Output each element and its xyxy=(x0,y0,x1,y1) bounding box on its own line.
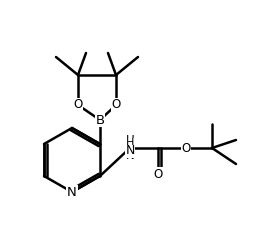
Text: O: O xyxy=(73,98,83,112)
Text: N: N xyxy=(67,185,77,199)
Text: O: O xyxy=(153,167,163,180)
Text: B: B xyxy=(95,114,105,126)
Text: O: O xyxy=(181,142,191,155)
Text: H
N: H N xyxy=(126,134,134,162)
Text: N: N xyxy=(125,144,135,158)
Text: H: H xyxy=(126,138,134,148)
Text: O: O xyxy=(111,98,121,112)
